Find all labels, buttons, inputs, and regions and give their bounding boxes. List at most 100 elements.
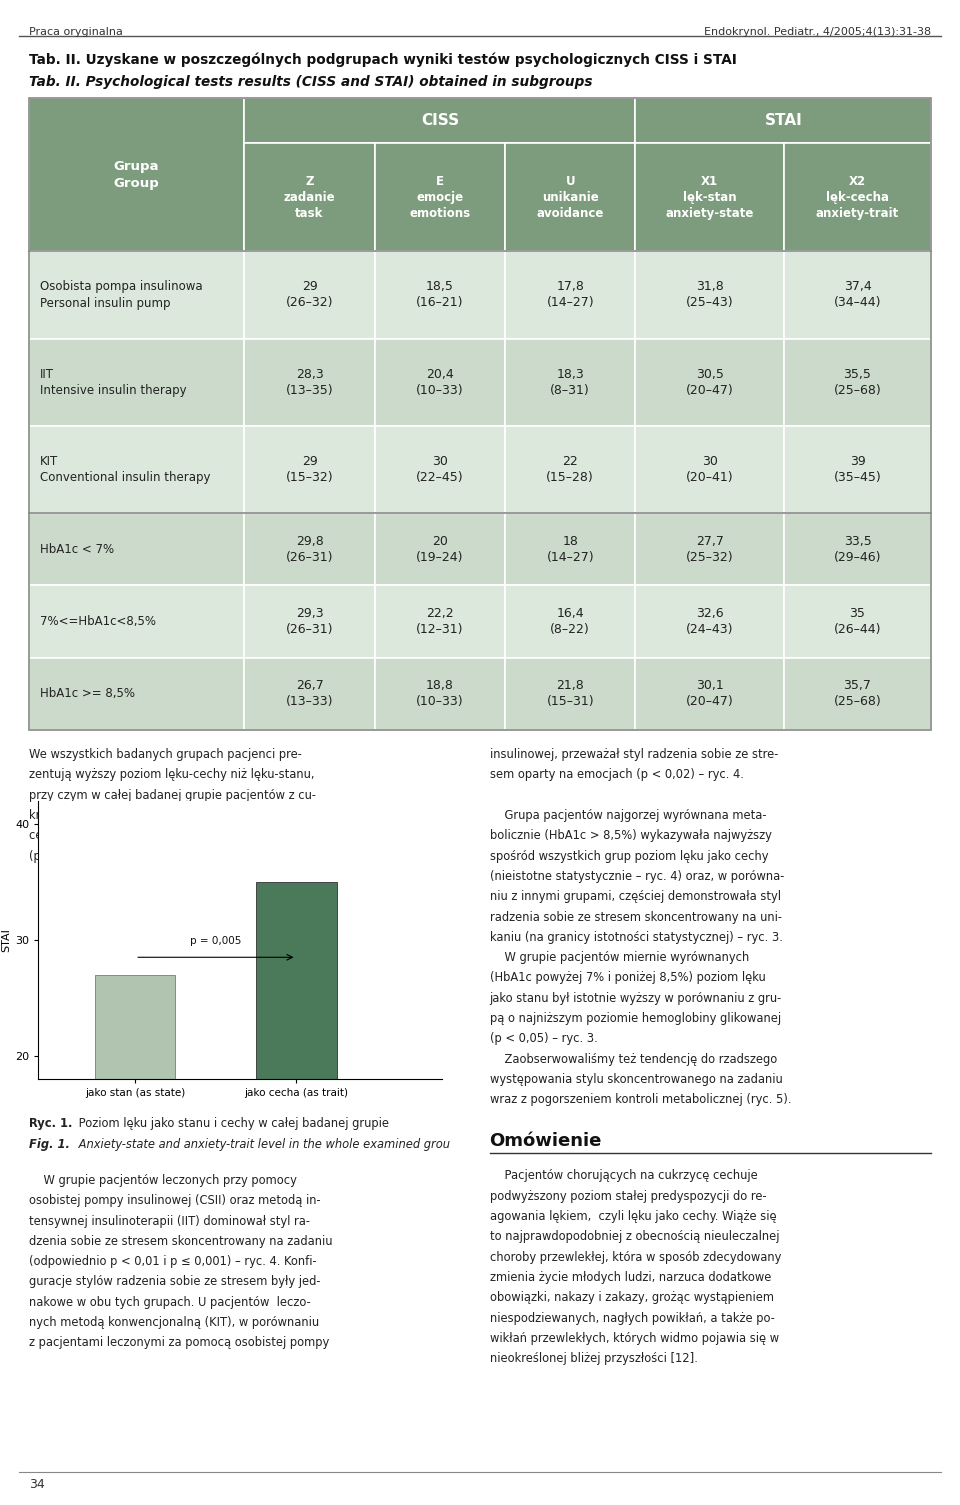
Bar: [374, 426, 505, 513]
Bar: [245, 251, 374, 339]
Text: 22
(15–28): 22 (15–28): [546, 455, 594, 485]
Bar: [245, 426, 374, 513]
Bar: [636, 98, 931, 143]
Text: zentują wyższy poziom lęku-cechy niż lęku-stanu,: zentują wyższy poziom lęku-cechy niż lęk…: [29, 769, 314, 781]
Text: Grupa
Group: Grupa Group: [113, 160, 159, 190]
Text: jako stanu był istotnie wyższy w porównaniu z gru-: jako stanu był istotnie wyższy w porówna…: [490, 992, 781, 1005]
Text: 26,7
(13–33): 26,7 (13–33): [286, 679, 333, 709]
Text: U
unikanie
avoidance: U unikanie avoidance: [537, 175, 604, 220]
Bar: [29, 251, 245, 339]
Text: wraz z pogorszeniem kontroli metabolicznej (ryc. 5).: wraz z pogorszeniem kontroli metaboliczn…: [490, 1094, 791, 1106]
Bar: [636, 143, 783, 251]
Text: insulinowej, przeważał styl radzenia sobie ze stre-: insulinowej, przeważał styl radzenia sob…: [490, 748, 778, 762]
Text: wikłań przewlekłych, których widmo pojawia się w: wikłań przewlekłych, których widmo pojaw…: [490, 1332, 779, 1345]
Bar: [636, 585, 783, 658]
Text: 34: 34: [29, 1478, 44, 1491]
Bar: [374, 585, 505, 658]
Bar: [505, 251, 636, 339]
Text: bolicznie (HbA1c > 8,5%) wykazywała najwyższy: bolicznie (HbA1c > 8,5%) wykazywała najw…: [490, 829, 772, 843]
Text: nakowe w obu tych grupach. U pacjentów  leczo-: nakowe w obu tych grupach. U pacjentów l…: [29, 1296, 310, 1309]
Text: z pacjentami leczonymi za pomocą osobistej pompy: z pacjentami leczonymi za pomocą osobist…: [29, 1336, 329, 1350]
Bar: [29, 585, 245, 658]
Bar: [505, 658, 636, 730]
Text: 37,4
(34–44): 37,4 (34–44): [833, 280, 881, 310]
Text: CISS: CISS: [420, 113, 459, 128]
Text: p = 0,005: p = 0,005: [190, 936, 242, 945]
Bar: [783, 585, 931, 658]
Bar: [783, 658, 931, 730]
Text: HbA1c < 7%: HbA1c < 7%: [40, 543, 114, 555]
Text: (odpowiednio p < 0,01 i p ≤ 0,001) – ryc. 4. Konfi-: (odpowiednio p < 0,01 i p ≤ 0,001) – ryc…: [29, 1255, 317, 1269]
Bar: [783, 251, 931, 339]
Bar: [636, 658, 783, 730]
Bar: [783, 339, 931, 426]
Text: Tab. II. Psychological tests results (CISS and STAI) obtained in subgroups: Tab. II. Psychological tests results (CI…: [29, 75, 592, 89]
Bar: [505, 585, 636, 658]
Bar: [29, 98, 245, 251]
Text: X2
lęk-cecha
anxiety-trait: X2 lęk-cecha anxiety-trait: [816, 175, 900, 220]
Text: (p = 0,005), tab. II, ryc. 1, 2, 3.: (p = 0,005), tab. II, ryc. 1, 2, 3.: [29, 850, 207, 862]
Text: E
emocje
emotions: E emocje emotions: [409, 175, 470, 220]
Bar: [636, 426, 783, 513]
Text: osobistej pompy insulinowej (CSII) oraz metodą in-: osobistej pompy insulinowej (CSII) oraz …: [29, 1195, 321, 1207]
Bar: [783, 513, 931, 585]
Bar: [245, 658, 374, 730]
Text: (nieistotne statystycznie – ryc. 4) oraz, w porówna-: (nieistotne statystycznie – ryc. 4) oraz…: [490, 870, 784, 883]
Text: 22,2
(12–31): 22,2 (12–31): [416, 607, 464, 637]
Text: 33,5
(29–46): 33,5 (29–46): [833, 534, 881, 564]
Bar: [374, 143, 505, 251]
Text: Praca oryginalna: Praca oryginalna: [29, 27, 123, 38]
Text: 27,7
(25–32): 27,7 (25–32): [685, 534, 733, 564]
Text: 18,8
(10–33): 18,8 (10–33): [416, 679, 464, 709]
Text: HbA1c >= 8,5%: HbA1c >= 8,5%: [40, 688, 135, 700]
Text: nieokreślonej bliżej przyszłości [12].: nieokreślonej bliżej przyszłości [12].: [490, 1353, 698, 1365]
Text: Ryc. 1.: Ryc. 1.: [29, 1117, 72, 1130]
Text: STAI: STAI: [764, 113, 803, 128]
Text: radzenia sobie ze stresem skoncentrowany na uni-: radzenia sobie ze stresem skoncentrowany…: [490, 911, 781, 924]
Bar: [29, 98, 931, 730]
Text: Tab. II. Uzyskane w poszczególnych podgrupach wyniki testów psychologicznych CIS: Tab. II. Uzyskane w poszczególnych podgr…: [29, 53, 736, 68]
Text: 35
(26–44): 35 (26–44): [833, 607, 881, 637]
Bar: [505, 426, 636, 513]
Text: pą o najniższym poziomie hemoglobiny glikowanej: pą o najniższym poziomie hemoglobiny gli…: [490, 1013, 780, 1025]
Text: kaniu (na granicy istotności statystycznej) – ryc. 3.: kaniu (na granicy istotności statystyczn…: [490, 932, 782, 944]
Text: obowiązki, nakazy i zakazy, grożąc wystąpieniem: obowiązki, nakazy i zakazy, grożąc wystą…: [490, 1291, 774, 1305]
Bar: [245, 513, 374, 585]
Bar: [245, 339, 374, 426]
Text: 21,8
(15–31): 21,8 (15–31): [546, 679, 594, 709]
Text: 30,5
(20–47): 30,5 (20–47): [685, 367, 733, 397]
Text: X1
lęk-stan
anxiety-state: X1 lęk-stan anxiety-state: [665, 175, 754, 220]
Text: agowania lękiem,  czyli lęku jako cechy. Wiąże się: agowania lękiem, czyli lęku jako cechy. …: [490, 1210, 777, 1224]
Text: Zaobserwowaliśmy też tendencję do rzadszego: Zaobserwowaliśmy też tendencję do rzadsz…: [490, 1054, 777, 1066]
Text: choroby przewlekłej, która w sposób zdecydowany: choroby przewlekłej, która w sposób zdec…: [490, 1251, 781, 1264]
Bar: [245, 98, 636, 143]
Text: 17,8
(14–27): 17,8 (14–27): [546, 280, 594, 310]
Text: 20
(19–24): 20 (19–24): [416, 534, 464, 564]
Text: 30,1
(20–47): 30,1 (20–47): [685, 679, 733, 709]
Bar: [374, 251, 505, 339]
Text: nych metodą konwencjonalną (KIT), w porównaniu: nych metodą konwencjonalną (KIT), w poró…: [29, 1317, 319, 1329]
Text: Poziom lęku jako stanu i cechy w całej badanej grupie: Poziom lęku jako stanu i cechy w całej b…: [75, 1117, 389, 1130]
Text: 7%<=HbA1c<8,5%: 7%<=HbA1c<8,5%: [40, 616, 156, 628]
Bar: [636, 339, 783, 426]
Text: 18
(14–27): 18 (14–27): [546, 534, 594, 564]
Text: tensywnej insulinoterapii (IIT) dominował styl ra-: tensywnej insulinoterapii (IIT) dominowa…: [29, 1215, 310, 1228]
Text: 18,3
(8–31): 18,3 (8–31): [550, 367, 590, 397]
Text: Omówienie: Omówienie: [490, 1132, 602, 1150]
Text: 29,3
(26–31): 29,3 (26–31): [286, 607, 333, 637]
Bar: [374, 513, 505, 585]
Text: W grupie pacjentów leczonych przy pomocy: W grupie pacjentów leczonych przy pomocy: [29, 1174, 297, 1187]
Bar: [95, 975, 176, 1288]
Text: to najprawdopodobniej z obecnością nieuleczalnej: to najprawdopodobniej z obecnością nieul…: [490, 1231, 780, 1243]
Text: przy czym w całej badanej grupie pacjentów z cu-: przy czym w całej badanej grupie pacjent…: [29, 789, 316, 802]
Text: Osobista pompa insulinowa
Personal insulin pump: Osobista pompa insulinowa Personal insul…: [40, 280, 203, 310]
Text: 20,4
(10–33): 20,4 (10–33): [416, 367, 464, 397]
Text: 29
(26–32): 29 (26–32): [286, 280, 333, 310]
Text: 39
(35–45): 39 (35–45): [833, 455, 881, 485]
Text: spośród wszystkich grup poziom lęku jako cechy: spośród wszystkich grup poziom lęku jako…: [490, 850, 768, 862]
Text: niu z innymi grupami, częściej demonstrowała styl: niu z innymi grupami, częściej demonstro…: [490, 891, 780, 903]
Text: 29,8
(26–31): 29,8 (26–31): [286, 534, 333, 564]
Text: Z
zadanie
task: Z zadanie task: [284, 175, 335, 220]
Text: 28,3
(13–35): 28,3 (13–35): [286, 367, 333, 397]
Bar: [29, 339, 245, 426]
